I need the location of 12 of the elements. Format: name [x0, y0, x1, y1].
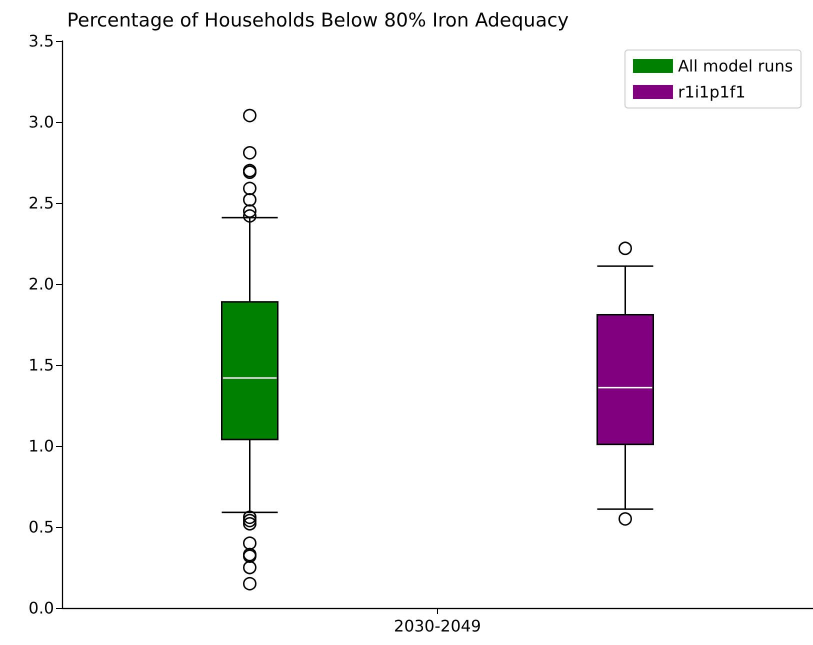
y-tick-label: 2.5 — [28, 194, 54, 212]
y-tick-label: 1.0 — [28, 436, 54, 456]
legend-label: All model runs — [678, 56, 794, 76]
chart-title: Percentage of Households Below 80% Iron Adequacy — [67, 10, 569, 32]
legend-label: r1i1p1f1 — [678, 82, 746, 102]
y-tick-label: 0.5 — [28, 518, 54, 536]
y-tick-label: 0.0 — [28, 598, 54, 618]
y-tick-label: 3.0 — [28, 112, 54, 132]
y-tick-label: 2.0 — [28, 274, 54, 294]
y-tick-label: 1.5 — [28, 356, 54, 374]
y-tick-label: 3.5 — [28, 32, 54, 50]
x-tick-label: 2030-2049 — [394, 616, 482, 636]
